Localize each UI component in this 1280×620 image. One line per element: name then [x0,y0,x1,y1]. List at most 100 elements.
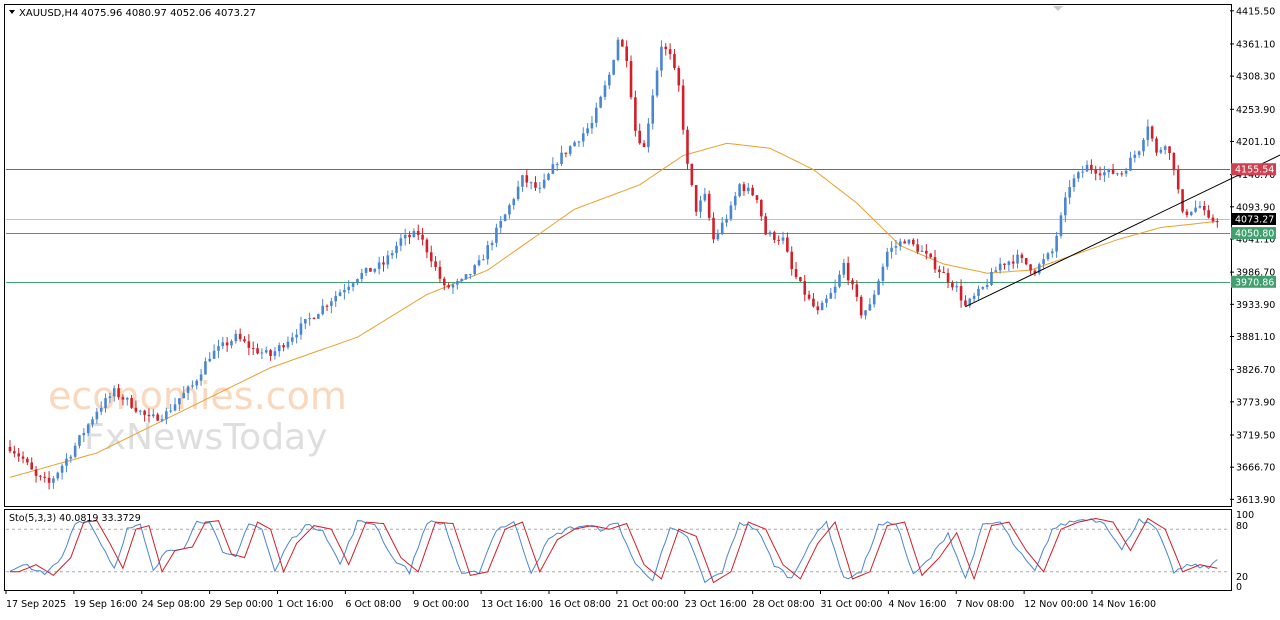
candle-body [26,458,29,463]
candle-body [1211,217,1215,222]
candle-body [547,173,550,180]
candle-body [985,285,989,288]
candle-body [690,163,694,186]
candle-body [994,270,998,272]
time-tick-label: 1 Oct 16:00 [278,599,334,610]
candle-body [108,396,112,399]
current-price-tag [1231,213,1276,225]
candle-body [386,255,390,265]
level-price-tag [1231,227,1276,240]
candle-body [334,295,338,302]
watermark-economies: economies.com [48,374,347,418]
candle-body [390,253,394,256]
candle-body [299,323,303,335]
candle-body [34,469,38,476]
candle-body [638,130,642,144]
candle-body [603,85,607,97]
candle-body [1055,235,1058,252]
scroll-marker-icon[interactable] [1053,6,1063,11]
candle-body [1090,164,1093,170]
price-tick-label: 3773.90 [1236,397,1275,408]
current-price-label: 4073.27 [1235,215,1274,226]
time-axis: 17 Sep 2025 19 Sep 16:00 24 Sep 08:00 29 Se… [5,590,1156,610]
candle-body [13,451,16,454]
time-tick-label: 23 Oct 16:00 [685,599,747,610]
candle-body [230,341,233,346]
candle-body [95,411,99,420]
candle-body [343,289,346,293]
stoch-signal-line [10,517,1218,584]
candle-body [781,237,785,241]
candle-body [295,334,298,338]
candle-body [60,465,64,473]
candle-body [178,398,181,405]
candle-body [1124,170,1128,174]
candle-body [1024,258,1028,265]
candle-body [269,350,272,356]
candle-body [382,262,385,265]
candle-body [651,95,655,124]
candle-body [929,253,932,258]
candle-body [356,279,359,284]
candle-body [859,296,863,316]
candle-body [369,267,372,272]
candle-body [599,96,602,108]
candle-body [677,68,681,86]
candle-body [117,388,120,398]
candle-body [1011,261,1015,264]
candle-body [30,462,34,470]
candle-body [351,283,355,287]
candle-body [794,269,798,278]
candle-body [1085,164,1089,172]
candle-body [529,182,533,184]
candle-body [1116,173,1119,175]
candle-body [616,39,620,61]
candle-body [1150,126,1154,139]
candle-body [195,380,199,386]
candle-body [629,61,633,98]
time-tick-label: 29 Sep 00:00 [210,599,273,610]
candle-body [399,238,403,246]
candle-body [486,245,490,260]
symbol-menu-triangle-icon[interactable] [9,10,15,14]
candle-body [634,97,637,131]
candle-body [512,199,516,206]
candle-body [642,143,646,148]
candle-body [938,269,941,273]
candle-body [660,46,663,71]
candle-body [112,388,116,397]
candle-body [477,260,481,266]
candle-body [864,310,867,316]
candle-body [912,239,915,245]
candle-body [473,265,476,275]
candle-body [534,182,537,188]
candle-body [898,241,902,247]
candle-body [264,350,268,353]
candles [8,37,1219,490]
candle-body [1185,211,1189,216]
candle-body [1016,254,1019,264]
candle-body [73,445,77,457]
candle-body [377,262,381,269]
candle-body [608,74,611,86]
moving-average [9,142,1218,478]
candle-body [833,286,837,293]
candle-body [1176,170,1180,190]
candle-body [981,287,985,289]
time-tick-label: 17 Sep 2025 [6,599,66,610]
candle-body [503,214,507,222]
price-axis: 4415.50 4361.10 4308.30 4253.90 4201.10 4146.… [1230,6,1275,506]
price-tick-label: 3613.90 [1236,495,1275,506]
candle-body [52,478,55,483]
watermark-fxnewstoday: FxNewsToday [84,417,327,458]
candle-body [1037,264,1041,274]
candle-body [395,245,398,254]
candle-body [846,262,850,281]
time-tick-label: 19 Sep 16:00 [74,599,137,610]
candle-body [499,221,503,228]
candle-body [1059,215,1063,236]
candle-body [581,133,585,142]
candle-body [247,341,251,348]
